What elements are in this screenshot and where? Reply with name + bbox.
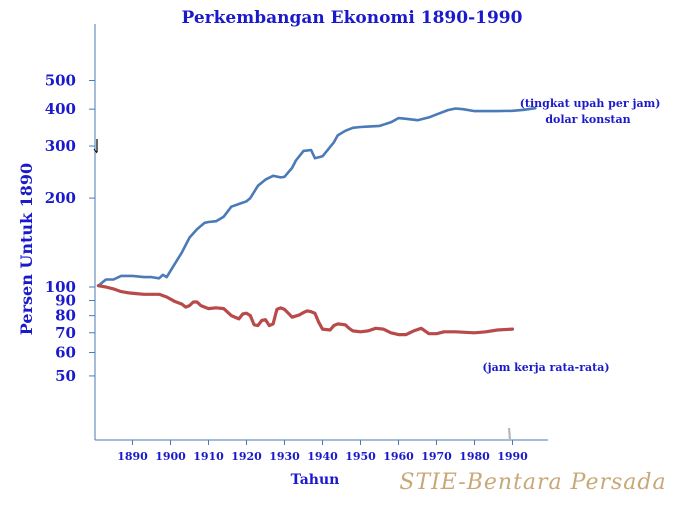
- x-tick-group: 1890 1900 1910 1920 1930 1940 1950 1960 1970 1980…: [117, 440, 528, 463]
- x-tick-label: 1930: [269, 450, 300, 463]
- series-line-wage: [97, 106, 537, 287]
- series-line-hours: [96, 284, 515, 337]
- y-axis-label: Persen Untuk 1890: [17, 163, 36, 335]
- pointer-mark-tip: [93, 148, 98, 154]
- watermark: STIE-Bentara Persada: [399, 470, 666, 495]
- y-tick-label: 400: [45, 100, 76, 118]
- y-tick-label: 70: [55, 324, 76, 342]
- x-tick-label: 1970: [421, 450, 452, 463]
- y-tick-label: 500: [45, 72, 76, 90]
- x-tick-label: 1980: [459, 450, 490, 463]
- y-tick-label: 100: [45, 278, 76, 296]
- annotation-wage-line-1: (tingkat upah per jam): [520, 97, 661, 110]
- y-tick-label: 90: [55, 292, 76, 310]
- chart-title: Perkembangan Ekonomi 1890-1990: [182, 8, 523, 28]
- x-axis-label: Tahun: [291, 472, 340, 488]
- x-tick-label: 1950: [345, 450, 376, 463]
- annotation-wage-line-2: dolar konstan: [545, 113, 630, 126]
- faint-mark: [507, 427, 512, 441]
- x-tick-label: 1890: [117, 450, 148, 463]
- x-tick-label: 1960: [383, 450, 414, 463]
- x-tick-label: 1940: [307, 450, 338, 463]
- x-tick-label: 1920: [231, 450, 262, 463]
- x-tick-label: 1900: [155, 450, 186, 463]
- y-tick-label: 200: [45, 189, 76, 207]
- y-tick-label: 50: [55, 367, 76, 385]
- y-tick-label: 80: [55, 307, 76, 325]
- x-tick-label: 1990: [497, 450, 528, 463]
- y-tick-label: 300: [45, 137, 76, 155]
- series-annotation-wage: (tingkat upah per jam) dolar konstan: [520, 97, 665, 126]
- y-tick-label: 60: [55, 344, 76, 362]
- series-annotation-hours: (jam kerja rata-rata): [482, 361, 609, 374]
- x-tick-label: 1910: [193, 450, 224, 463]
